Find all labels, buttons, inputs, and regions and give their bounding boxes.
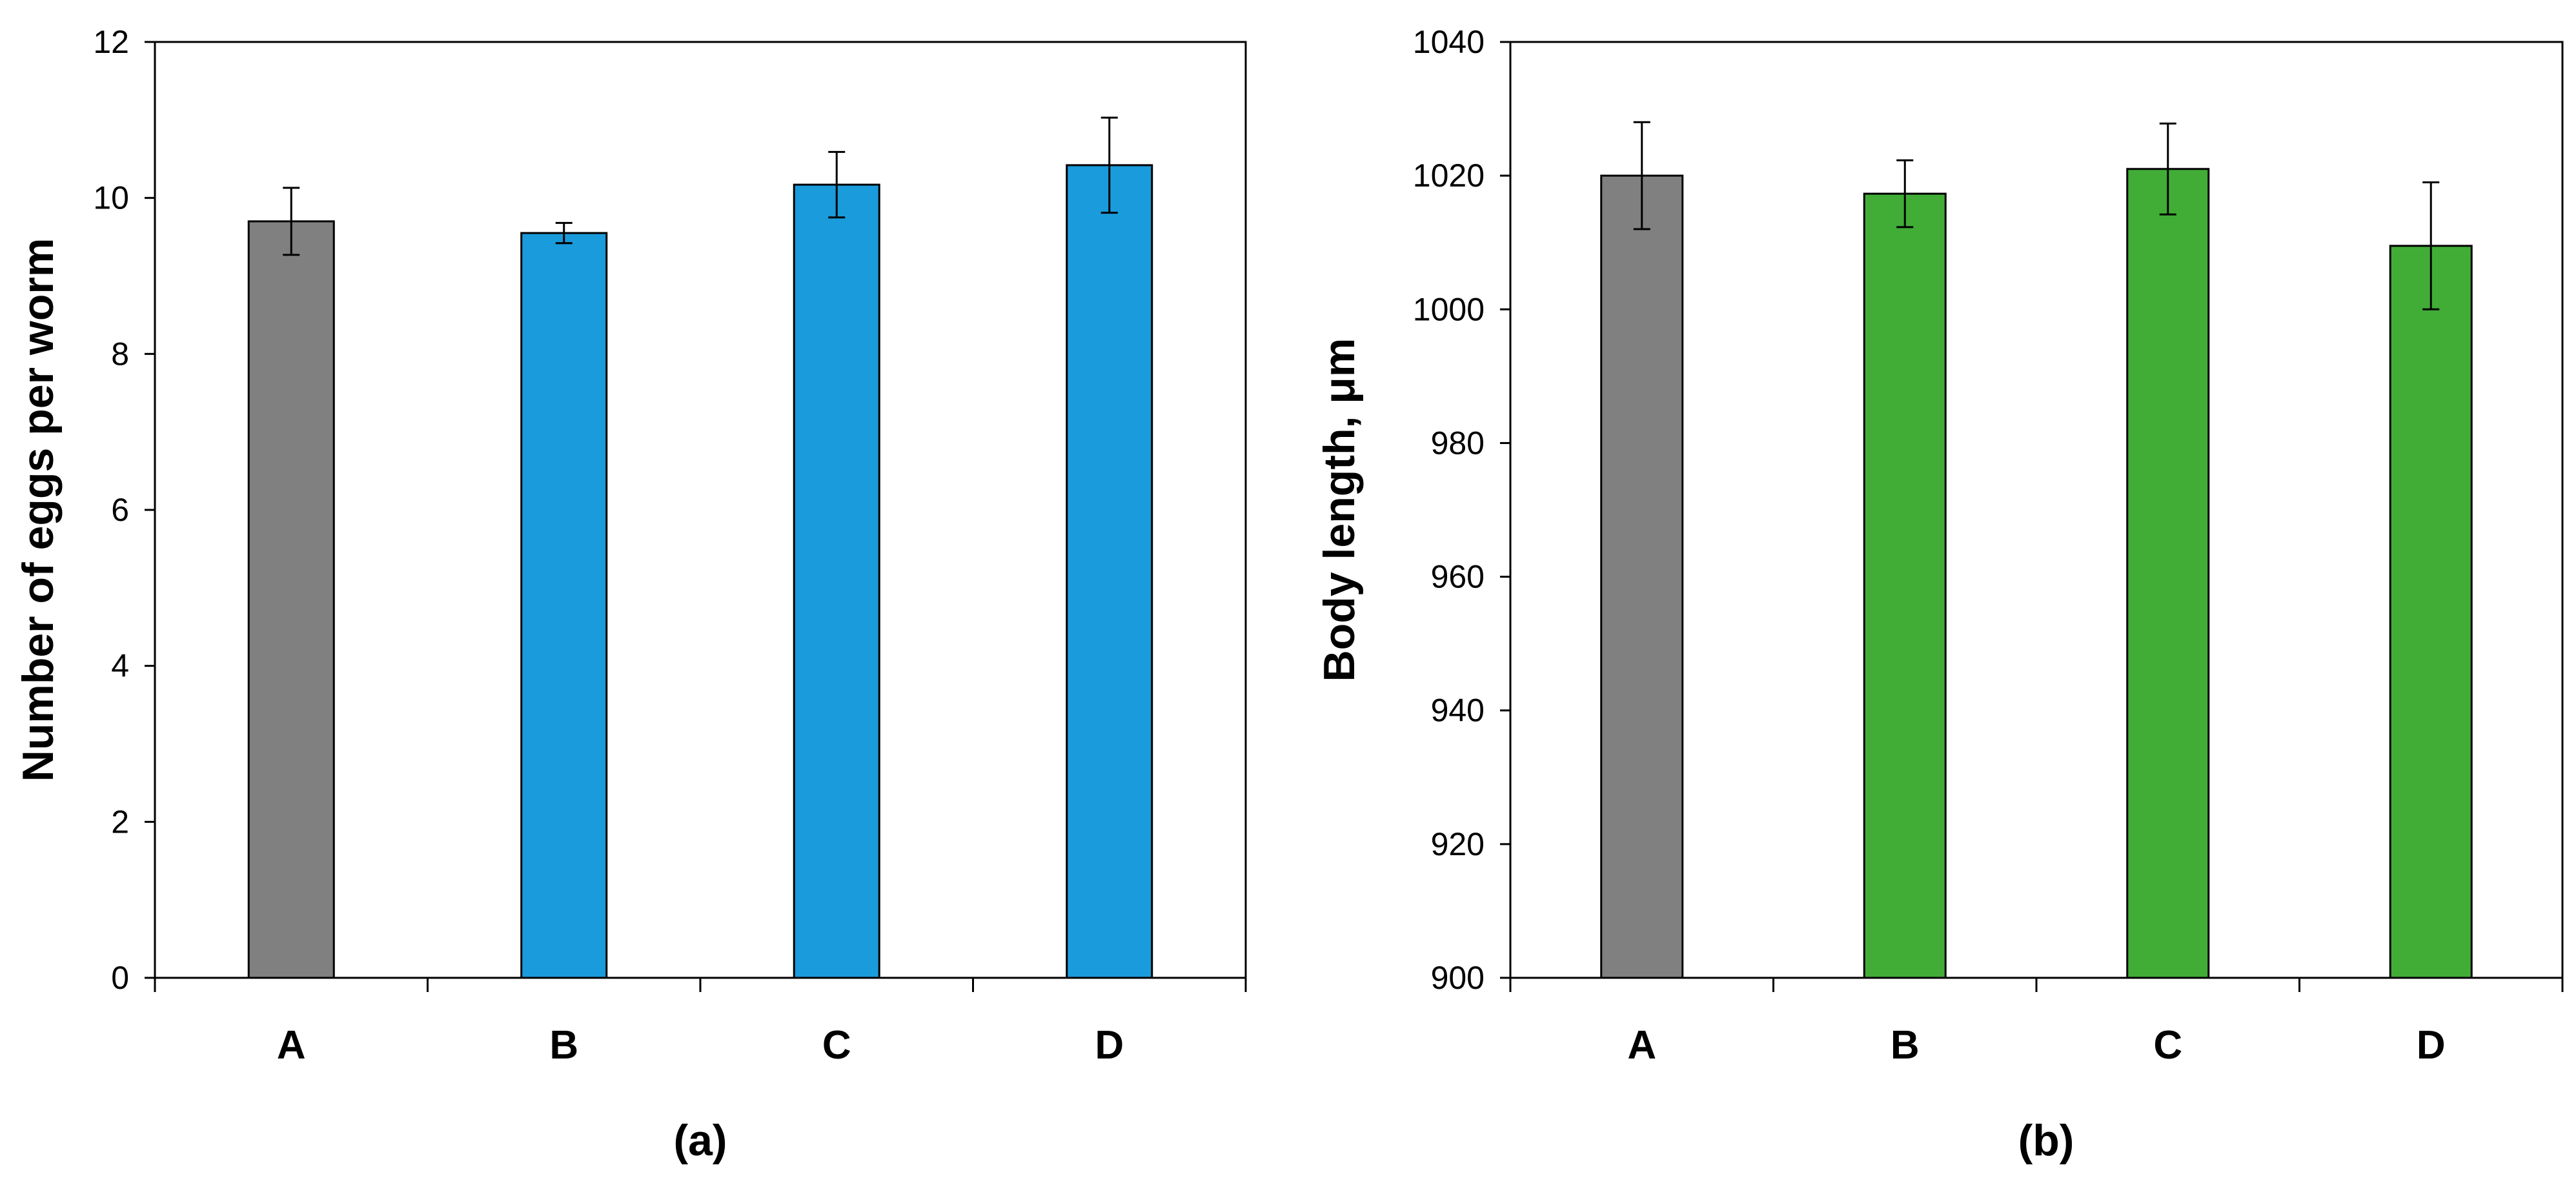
y-tick-label-a: 2 <box>111 804 129 840</box>
x-categories-b: A B C D <box>1627 1023 2445 1068</box>
y-axis-label-a: Number of eggs per worm <box>14 238 63 782</box>
bars-b <box>1600 121 2473 979</box>
y-tick-label-b: 900 <box>1431 960 1485 996</box>
x-category-label-C: C <box>822 1023 851 1068</box>
y-tick-label-a: 12 <box>93 24 129 60</box>
bar-C <box>2126 168 2210 979</box>
bars-a <box>247 116 1153 979</box>
bar-D <box>2389 245 2473 979</box>
y-tick-label-b: 960 <box>1431 559 1485 595</box>
y-tick-label-a: 10 <box>93 180 129 216</box>
chart-panel-b: 900 920 940 960 980 1000 1020 1040 A B C D Body le… <box>1315 24 2564 1165</box>
y-ticks-a: 0 2 4 6 8 10 12 <box>93 24 1247 996</box>
y-axis-label-b: Body length, μm <box>1315 338 1364 682</box>
y-tick-label-a: 0 <box>111 960 129 996</box>
y-tick-label-b: 1020 <box>1413 157 1485 194</box>
x-category-label-A: A <box>1627 1023 1656 1068</box>
bar-A <box>247 220 335 979</box>
x-category-label-B: B <box>1891 1023 1920 1068</box>
y-tick-label-b: 980 <box>1431 425 1485 461</box>
x-categories-a: A B C D <box>277 1023 1124 1068</box>
x-category-label-D: D <box>1095 1023 1124 1068</box>
y-tick-label-b: 1000 <box>1413 291 1485 327</box>
y-tick-label-a: 4 <box>111 648 129 684</box>
x-category-label-A: A <box>277 1023 306 1068</box>
x-category-label-D: D <box>2417 1023 2446 1068</box>
bar-A <box>1600 174 1684 979</box>
panel-label-a: (a) <box>673 1116 727 1165</box>
bar-B <box>520 232 608 979</box>
bar-B <box>1863 192 1947 979</box>
y-ticks-b: 900 920 940 960 980 1000 1020 1040 <box>1413 24 2564 996</box>
panel-label-b: (b) <box>2018 1116 2074 1165</box>
y-tick-label-a: 8 <box>111 336 129 372</box>
y-tick-label-a: 6 <box>111 492 129 528</box>
y-tick-label-b: 940 <box>1431 693 1485 729</box>
y-tick-label-b: 920 <box>1431 826 1485 862</box>
x-category-label-B: B <box>549 1023 578 1068</box>
y-tick-label-b: 1040 <box>1413 24 1485 60</box>
x-category-label-C: C <box>2153 1023 2182 1068</box>
bar-C <box>793 183 880 979</box>
chart-panel-a: 0 2 4 6 8 10 12 A B C D Number of eggs per worm (… <box>14 24 1247 1165</box>
bar-D <box>1066 164 1153 979</box>
